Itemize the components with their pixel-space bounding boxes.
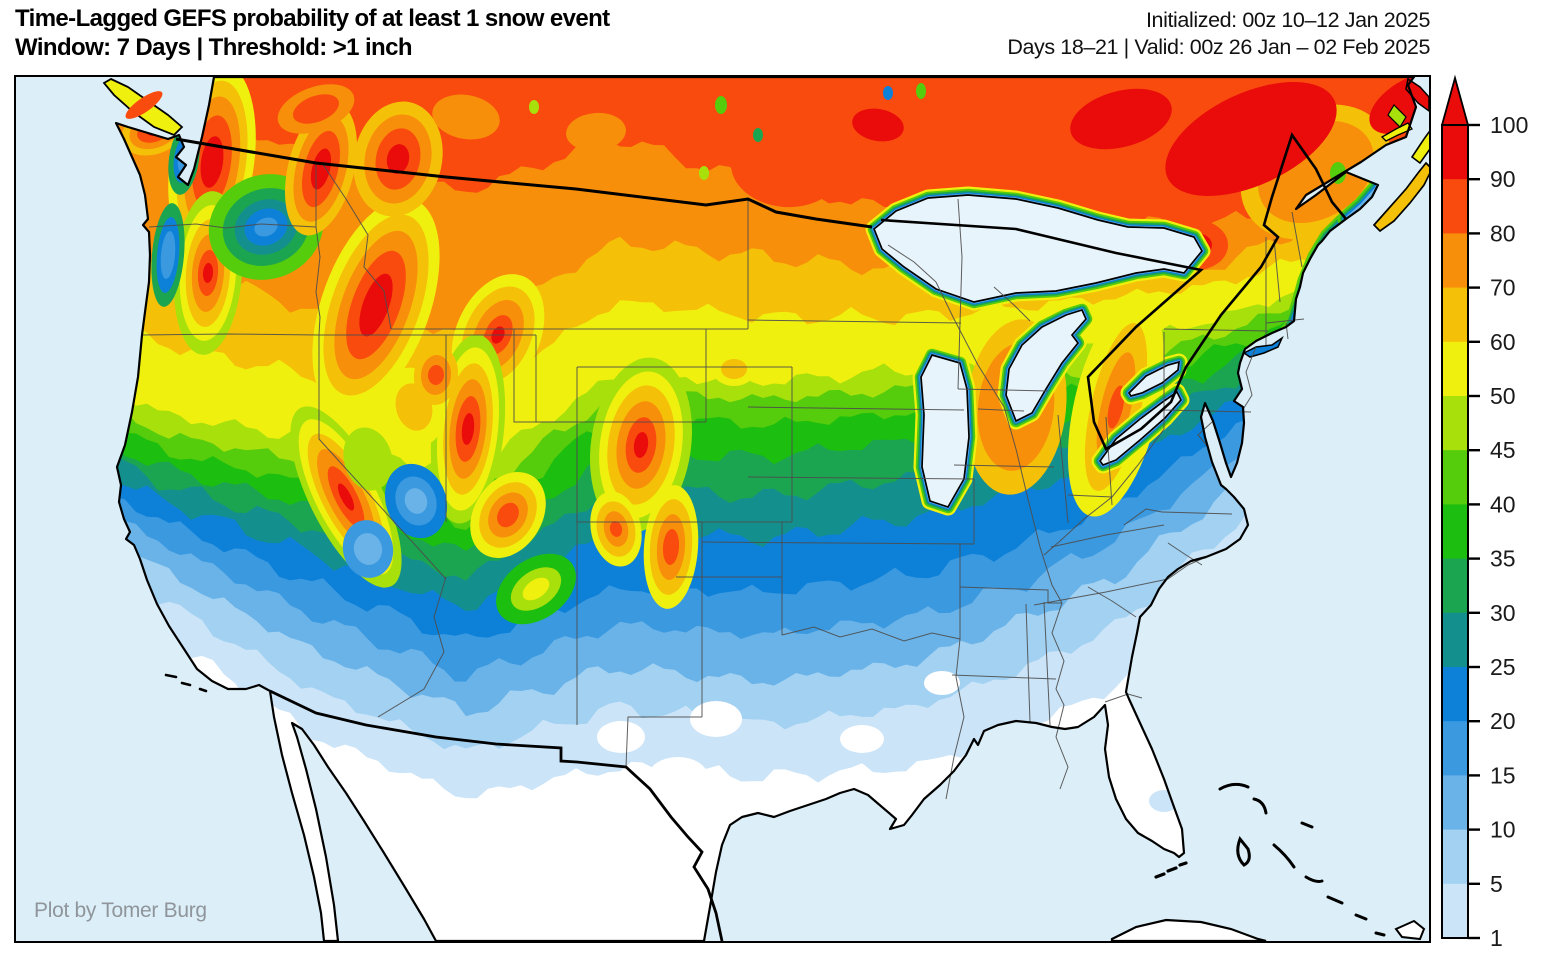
florida-keys bbox=[1180, 863, 1186, 865]
colorbar-tick-label: 30 bbox=[1490, 600, 1516, 626]
title-line-2: Window: 7 Days | Threshold: >1 inch bbox=[15, 33, 610, 62]
initialized-line: Initialized: 00z 10–12 Jan 2025 bbox=[1007, 7, 1430, 34]
colorbar-tick-label: 70 bbox=[1490, 275, 1516, 301]
colorbar-tick-label: 50 bbox=[1490, 383, 1516, 409]
colorbar-tick-label: 40 bbox=[1490, 491, 1516, 517]
colorbar-tick-label: 1 bbox=[1490, 925, 1503, 951]
colorbar-tick-label: 45 bbox=[1490, 437, 1516, 463]
colorbar-tick-label: 25 bbox=[1490, 654, 1516, 680]
title-line-1: Time-Lagged GEFS probability of at least… bbox=[15, 4, 610, 33]
plot-title: Time-Lagged GEFS probability of at least… bbox=[15, 4, 610, 62]
plot-meta: Initialized: 00z 10–12 Jan 2025 Days 18–… bbox=[1007, 7, 1430, 61]
bahamas-island bbox=[1376, 933, 1384, 935]
colorbar-tick-label: 10 bbox=[1490, 817, 1516, 843]
attribution-label: Plot by Tomer Burg bbox=[34, 899, 207, 923]
colorbar: 100 90 80 70 60 50 45 40 35 30 25 20 15 10 5 1 bbox=[1436, 68, 1550, 963]
colorbar-tick-label: 100 bbox=[1490, 112, 1528, 138]
map-canvas: Plot by Tomer Burg bbox=[14, 75, 1431, 943]
colorbar-tick-label: 35 bbox=[1490, 546, 1516, 572]
colorbar-tick-label: 60 bbox=[1490, 329, 1516, 355]
forecast-map-page: { "header": { "title_line1": "Time-Lagge… bbox=[0, 0, 1550, 963]
colorbar-tick-label: 90 bbox=[1490, 166, 1516, 192]
colorbar-tick-label: 15 bbox=[1490, 762, 1516, 788]
colorbar-tick-label: 5 bbox=[1490, 871, 1503, 897]
valid-line: Days 18–21 | Valid: 00z 26 Jan – 02 Feb … bbox=[1007, 34, 1430, 61]
colorbar-arrow bbox=[1442, 78, 1468, 125]
colorbar-tick-label: 20 bbox=[1490, 708, 1516, 734]
colorbar-tick-label: 80 bbox=[1490, 220, 1516, 246]
